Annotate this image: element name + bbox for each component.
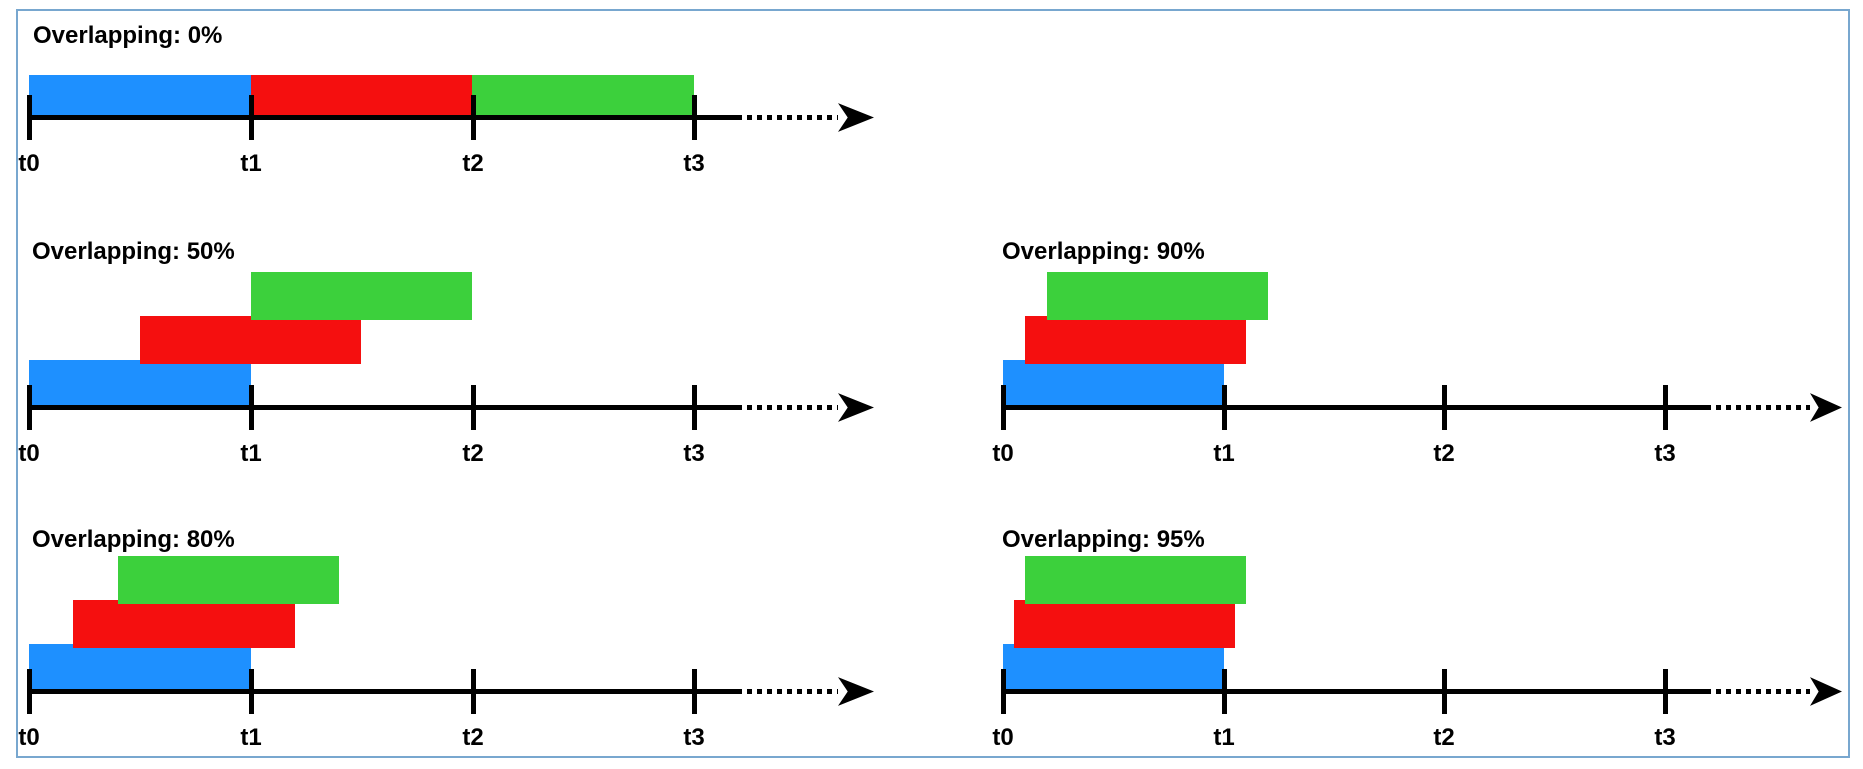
duration-bar-green xyxy=(472,74,694,118)
duration-bar-green xyxy=(117,556,340,604)
timeline-tick xyxy=(26,95,32,140)
timeline-tick xyxy=(691,385,697,430)
timeline-tick xyxy=(248,669,254,714)
timeline-dotted-segment xyxy=(737,689,838,694)
timeline-axis xyxy=(27,689,737,694)
timeline-dotted-segment xyxy=(737,115,838,120)
tick-label: t3 xyxy=(1654,439,1676,467)
duration-bar-red xyxy=(1025,316,1246,364)
timeline-tick xyxy=(470,385,476,430)
duration-bar-red xyxy=(139,316,362,364)
timeline-arrowhead-icon xyxy=(1810,677,1842,706)
timeline-tick xyxy=(26,669,32,714)
tick-label: t2 xyxy=(462,439,484,467)
timeline-tick xyxy=(470,95,476,140)
duration-bar-red xyxy=(73,600,295,648)
tick-label: t0 xyxy=(18,723,40,751)
timeline-tick xyxy=(1221,385,1227,430)
timeline-tick xyxy=(248,385,254,430)
timeline-tick xyxy=(1662,669,1668,714)
duration-bar-green xyxy=(1025,556,1246,604)
timeline-axis xyxy=(1001,405,1706,410)
tick-label: t3 xyxy=(683,439,705,467)
duration-bar-green xyxy=(1047,272,1268,320)
timeline-tick xyxy=(1662,385,1668,430)
duration-bar-blue xyxy=(29,74,251,118)
duration-bar-blue xyxy=(1003,644,1224,692)
panel-title: Overlapping: 90% xyxy=(1002,238,1205,265)
tick-label: t3 xyxy=(683,149,705,177)
timeline-dotted-segment xyxy=(1706,405,1810,410)
duration-bar-blue xyxy=(29,644,251,692)
tick-label: t2 xyxy=(462,723,484,751)
duration-bar-blue xyxy=(29,360,251,408)
tick-label: t2 xyxy=(1433,439,1455,467)
timeline-dotted-segment xyxy=(737,405,838,410)
timeline-tick xyxy=(691,669,697,714)
timeline-tick xyxy=(1000,385,1006,430)
timeline-axis xyxy=(27,405,737,410)
timeline-tick xyxy=(1441,385,1447,430)
tick-label: t0 xyxy=(18,439,40,467)
timeline-tick xyxy=(691,95,697,140)
tick-label: t1 xyxy=(240,439,262,467)
figure-border xyxy=(16,9,1850,758)
panel-title: Overlapping: 0% xyxy=(33,22,223,49)
tick-label: t1 xyxy=(1213,439,1235,467)
timeline-dotted-segment xyxy=(1706,689,1810,694)
timeline-tick xyxy=(1441,669,1447,714)
timeline-tick xyxy=(1000,669,1006,714)
tick-label: t3 xyxy=(683,723,705,751)
duration-bar-red xyxy=(1014,600,1235,648)
timeline-tick xyxy=(470,669,476,714)
tick-label: t2 xyxy=(462,149,484,177)
tick-label: t0 xyxy=(992,439,1014,467)
tick-label: t2 xyxy=(1433,723,1455,751)
timeline-axis xyxy=(1001,689,1706,694)
duration-bar-blue xyxy=(1003,360,1224,408)
timeline-tick xyxy=(1221,669,1227,714)
panel-title: Overlapping: 95% xyxy=(1002,526,1205,553)
timeline-tick xyxy=(26,385,32,430)
tick-label: t1 xyxy=(240,723,262,751)
tick-label: t1 xyxy=(240,149,262,177)
duration-bar-green xyxy=(250,272,473,320)
timeline-tick xyxy=(248,95,254,140)
tick-label: t0 xyxy=(992,723,1014,751)
duration-bar-red xyxy=(250,74,473,118)
tick-label: t1 xyxy=(1213,723,1235,751)
panel-title: Overlapping: 50% xyxy=(32,238,235,265)
panel-title: Overlapping: 80% xyxy=(32,526,235,553)
timeline-axis xyxy=(27,115,737,120)
tick-label: t0 xyxy=(18,149,40,177)
tick-label: t3 xyxy=(1654,723,1676,751)
